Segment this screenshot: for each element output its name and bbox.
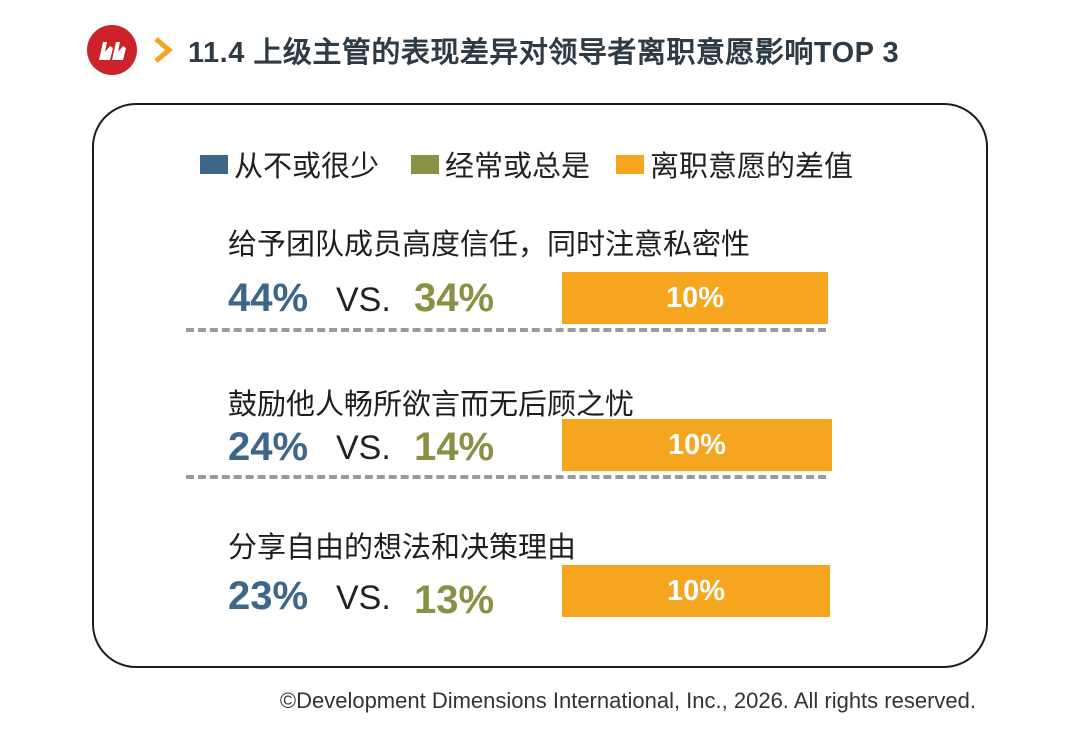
often-value: 13% <box>414 578 495 622</box>
row-label: 给予团队成员高度信任，同时注意私密性 <box>228 229 751 261</box>
row-divider <box>186 328 826 332</box>
vs-label: VS. <box>336 579 391 617</box>
difference-bar: 10% <box>562 419 832 471</box>
legend-label-rarely: 从不或很少 <box>234 151 380 183</box>
difference-bar: 10% <box>562 272 828 324</box>
often-value: 34% <box>414 276 495 320</box>
difference-value: 10% <box>666 574 726 607</box>
page-title: 11.4 上级主管的表现差异对领导者离职意愿影响TOP 3 <box>188 37 900 69</box>
rarely-value: 44% <box>228 276 309 320</box>
legend-item-rarely: 从不或很少 <box>200 143 379 185</box>
ddi-logo-icon <box>87 25 137 75</box>
copyright-notice: ©Development Dimensions International, I… <box>279 688 976 713</box>
legend-swatch-rarely <box>200 154 228 174</box>
difference-value: 10% <box>665 281 725 314</box>
often-value: 14% <box>414 425 495 469</box>
chevron-right-icon <box>154 37 173 63</box>
row-divider <box>186 475 826 479</box>
vs-label: VS. <box>336 429 391 467</box>
row-label: 分享自由的想法和决策理由 <box>228 532 577 564</box>
legend-item-often: 经常或总是 <box>411 143 590 185</box>
legend-item-difference: 离职意愿的差值 <box>616 143 853 185</box>
difference-value: 10% <box>667 428 727 461</box>
content-panel <box>92 103 988 668</box>
rarely-value: 23% <box>228 574 309 618</box>
legend-label-often: 经常或总是 <box>445 151 591 183</box>
legend-swatch-often <box>411 154 440 174</box>
vs-label: VS. <box>336 281 391 319</box>
legend-swatch-difference <box>616 154 645 174</box>
legend-label-difference: 离职意愿的差值 <box>650 151 854 183</box>
page-header: 11.4 上级主管的表现差异对领导者离职意愿影响TOP 3 <box>86 22 899 78</box>
difference-bar: 10% <box>562 565 830 617</box>
row-label: 鼓励他人畅所欲言而无后顾之忧 <box>228 389 635 421</box>
rarely-value: 24% <box>228 425 309 469</box>
chart-legend: 从不或很少 经常或总是 离职意愿的差值 <box>200 143 879 185</box>
